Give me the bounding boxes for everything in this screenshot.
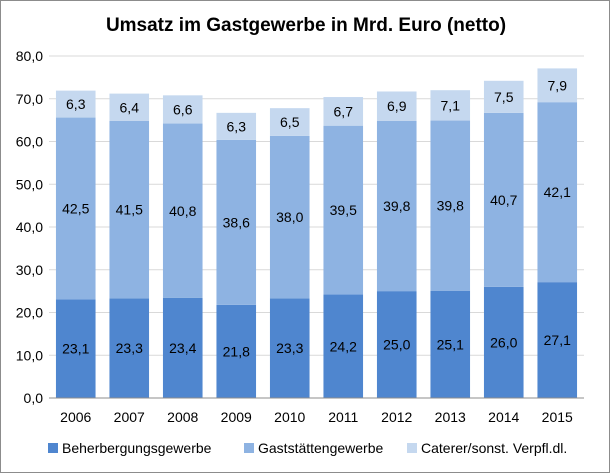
bar-segment [55, 117, 96, 300]
x-tick-label: 2006 [60, 409, 91, 425]
bar-segment [537, 282, 578, 398]
y-tick-label: 30,0 [16, 262, 43, 278]
data-label: 23,3 [276, 340, 303, 356]
data-label: 23,4 [169, 340, 196, 356]
data-label: 6,7 [334, 103, 354, 119]
bar-segment [376, 120, 417, 292]
bar-segment [537, 102, 578, 283]
y-tick-label: 70,0 [16, 91, 43, 107]
x-tick-label: 2009 [221, 409, 252, 425]
x-tick-label: 2012 [381, 409, 412, 425]
bar-segment [109, 120, 150, 299]
legend: Beherbergungsgewerbe Gaststättengewerbe Ca… [48, 440, 567, 456]
bar-segment [483, 80, 524, 113]
bar-segment [269, 298, 310, 398]
x-tick-label: 2014 [488, 409, 519, 425]
bar-segment [109, 298, 150, 398]
data-label: 27,1 [544, 332, 571, 348]
bar-segment [55, 90, 96, 118]
bar-segment [162, 297, 203, 398]
data-label: 25,1 [437, 336, 464, 352]
data-label: 40,7 [490, 192, 517, 208]
data-label: 6,4 [120, 99, 140, 115]
data-label: 7,1 [441, 97, 461, 113]
y-tick-label: 0,0 [24, 390, 44, 406]
data-label: 7,9 [548, 77, 568, 93]
legend-swatch [407, 443, 417, 453]
data-label: 23,1 [62, 341, 89, 357]
legend-swatch [48, 443, 58, 453]
data-label: 21,8 [223, 343, 250, 359]
y-tick-label: 80,0 [16, 48, 43, 64]
x-axis: 2006 2007 2008 2009 2010 2011 2012 2013 2014 2015 [49, 397, 584, 425]
bar-segment [430, 120, 471, 291]
y-tick-label: 50,0 [16, 176, 43, 192]
data-label: 41,5 [116, 202, 143, 218]
bar-segment [323, 294, 364, 398]
data-label: 26,0 [490, 334, 517, 350]
y-tick-label: 10,0 [16, 347, 43, 363]
legend-label: Beherbergungsgewerbe [62, 440, 212, 456]
legend-label: Gaststättengewerbe [258, 440, 384, 456]
bars: 23,1 42,5 6,3 23,3 41,5 6,4 23,4 40,8 6,6 21,8 38,… [55, 68, 578, 398]
bar-segment [216, 112, 257, 140]
x-tick-label: 2010 [274, 409, 305, 425]
x-tick-label: 2015 [542, 409, 573, 425]
data-label: 6,6 [173, 101, 193, 117]
y-tick-label: 40,0 [16, 219, 43, 235]
bar-segment [376, 91, 417, 121]
data-label: 39,8 [437, 198, 464, 214]
y-axis: 0,0 10,0 20,0 30,0 40,0 50,0 60,0 70,0 80,0 [16, 48, 43, 406]
data-label: 23,3 [116, 340, 143, 356]
bar-segment [483, 286, 524, 398]
legend-swatch [244, 443, 254, 453]
bar-segment [162, 95, 203, 124]
bar-segment [323, 125, 364, 295]
x-tick-label: 2013 [435, 409, 466, 425]
data-label: 25,0 [383, 337, 410, 353]
data-label: 6,3 [227, 118, 247, 134]
data-label: 6,9 [387, 98, 407, 114]
data-label: 39,8 [383, 198, 410, 214]
y-tick-label: 20,0 [16, 305, 43, 321]
y-tick-label: 60,0 [16, 134, 43, 150]
data-label: 7,5 [494, 89, 514, 105]
data-label: 6,3 [66, 96, 86, 112]
bar-segment [430, 290, 471, 398]
data-label: 39,5 [330, 202, 357, 218]
bar-segment [162, 123, 203, 298]
bar-segment [216, 139, 257, 305]
chart-title: Umsatz im Gastgewerbe in Mrd. Euro (nett… [106, 15, 506, 36]
data-label: 42,5 [62, 200, 89, 216]
x-tick-label: 2008 [167, 409, 198, 425]
bar-segment [216, 304, 257, 398]
bar-segment [55, 299, 96, 398]
bar-segment [430, 90, 471, 121]
bar-segment [323, 97, 364, 126]
data-label: 38,6 [223, 214, 250, 230]
bar-segment [376, 291, 417, 398]
data-label: 42,1 [544, 184, 571, 200]
bar-segment [269, 108, 310, 136]
data-label: 24,2 [330, 338, 357, 354]
bar-segment [537, 68, 578, 103]
data-label: 40,8 [169, 203, 196, 219]
x-tick-label: 2011 [328, 409, 358, 425]
data-label: 38,0 [276, 209, 303, 225]
bar-segment [109, 93, 150, 121]
bar-segment [269, 135, 310, 299]
bar-segment [483, 112, 524, 287]
legend-label: Caterer/sonst. Verpfl.dl. [421, 440, 567, 456]
data-label: 6,5 [280, 114, 300, 130]
x-tick-label: 2007 [114, 409, 145, 425]
